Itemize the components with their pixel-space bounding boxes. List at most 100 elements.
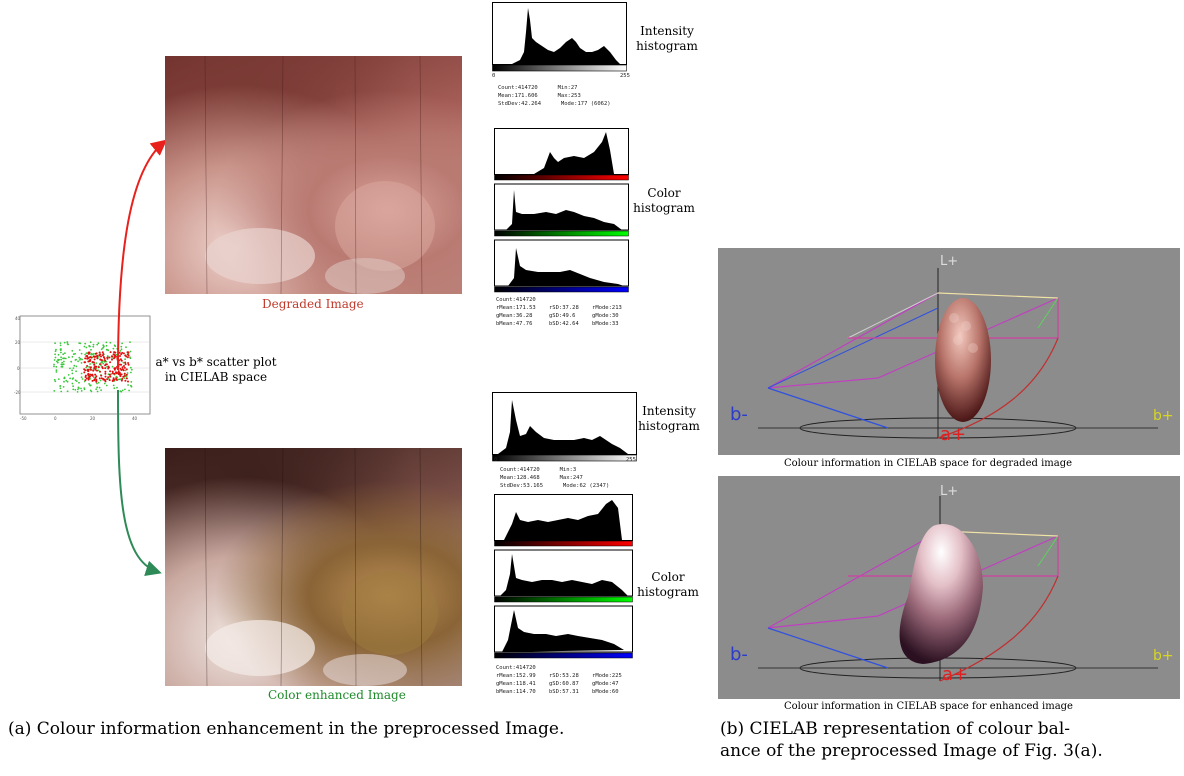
scatter-point-green: [67, 374, 70, 376]
scatter-point-green: [60, 351, 62, 354]
scatter-point-green: [111, 357, 113, 359]
scatter-point-green: [107, 349, 110, 352]
scatter-point-green: [105, 348, 108, 351]
scatter-point-red: [119, 355, 121, 357]
top-color-stats: Count:414720 rMean:171.53 rSD:37.28 rMod…: [496, 297, 622, 327]
scatter-point-green: [71, 369, 73, 372]
scatter-point-green: [61, 361, 64, 364]
scatter-point-green: [69, 377, 71, 380]
scatter-point-red: [113, 357, 115, 360]
degraded-axis-b-plus: b+: [1153, 408, 1174, 424]
scatter-point-red: [109, 351, 112, 354]
scatter-point-green: [59, 344, 62, 347]
top-intensity-label: Intensity histogram: [630, 24, 704, 54]
scatter-point-red: [85, 377, 88, 380]
degraded-axis-b-minus: b-: [730, 404, 748, 425]
scatter-point-green: [92, 345, 95, 348]
scatter-point-red: [122, 352, 125, 355]
scatter-point-red: [112, 379, 114, 382]
scatter-point-red: [87, 360, 90, 363]
scatter-point-red: [112, 353, 115, 356]
scatter-point-green: [69, 367, 71, 370]
scatter-point-green: [90, 390, 93, 393]
red-arrow: [117, 139, 168, 371]
scatter-point-green: [54, 356, 57, 359]
scatter-point-green: [78, 387, 80, 389]
scatter-point-green: [83, 345, 86, 348]
bottom-intensity-label-1: Intensity: [642, 404, 696, 418]
scatter-point-red: [93, 366, 96, 369]
top-intensity-label-2: histogram: [636, 39, 698, 53]
scatter-point-red: [94, 368, 97, 371]
degraded-image-caption: Degraded Image: [262, 297, 364, 311]
scatter-point-red: [106, 356, 109, 359]
bottom-intensity-label: Intensity histogram: [632, 404, 706, 434]
scatter-point-red: [84, 379, 87, 382]
svg-text:20: 20: [90, 416, 96, 421]
scatter-point-green: [73, 364, 76, 367]
scatter-point-green: [85, 366, 88, 369]
scatter-point-green: [54, 342, 56, 345]
scatter-point-red: [87, 373, 90, 376]
enhanced-axis-a-plus: a+: [942, 664, 969, 685]
scatter-point-green: [84, 353, 86, 356]
scatter-point-green: [71, 382, 74, 385]
scatter-point-red: [120, 379, 123, 382]
scatter-point-red: [104, 375, 107, 378]
scatter-point-red: [100, 374, 103, 377]
scatter-point-red: [108, 356, 111, 359]
subcaption-b: (b) CIELAB representation of colour bal-…: [720, 718, 1182, 762]
scatter-point-red: [104, 359, 107, 362]
scatter-point-green: [77, 388, 79, 391]
bottom-color-histograms: [494, 494, 634, 670]
scatter-point-green: [60, 356, 62, 359]
scatter-point-green: [88, 345, 91, 348]
scatter-point-red: [108, 373, 111, 376]
scatter-point-red: [87, 369, 89, 372]
scatter-point-red: [86, 357, 89, 360]
scatter-point-green: [122, 361, 125, 364]
scatter-point-red: [104, 380, 107, 383]
scatter-point-green: [112, 347, 115, 350]
scatter-point-green: [80, 390, 83, 392]
scatter-point-green: [72, 385, 74, 388]
scatter-point-green: [102, 362, 105, 365]
scatter-point-red: [83, 371, 86, 374]
scatter-point-green: [63, 341, 66, 344]
scatter-point-red: [124, 361, 127, 364]
subcaption-a: (a) Colour information enhancement in th…: [8, 719, 565, 739]
scatter-point-red: [125, 377, 128, 380]
scatter-point-green: [81, 378, 84, 380]
scatter-point-red: [92, 369, 95, 372]
scatter-point-green: [53, 363, 55, 366]
scatter-point-green: [63, 357, 66, 360]
scatter-point-green: [100, 389, 102, 392]
scatter-point-red: [94, 376, 97, 379]
scatter-point-green: [111, 365, 114, 368]
scatter-point-green: [119, 350, 122, 352]
scatter-point-red: [91, 361, 94, 363]
scatter-point-green: [78, 356, 81, 359]
svg-text:-50: -50: [20, 416, 27, 421]
top-hist-min: 0: [492, 73, 496, 79]
scatter-point-green: [124, 388, 126, 391]
scatter-point-red: [95, 352, 98, 355]
scatter-point-green: [84, 342, 87, 345]
scatter-point-red: [122, 375, 125, 378]
scatter-point-red: [121, 351, 124, 354]
scatter-point-green: [91, 353, 94, 356]
scatter-point-green: [57, 358, 59, 361]
scatter-point-green: [78, 349, 81, 351]
scatter-point-red: [99, 358, 102, 361]
scatter-point-green: [62, 363, 65, 366]
degraded-axis-L: L+: [940, 254, 959, 269]
scatter-point-green: [98, 386, 101, 389]
scatter-point-green: [121, 342, 123, 345]
scatter-point-green: [102, 344, 105, 346]
scatter-point-red: [117, 371, 119, 374]
scatter-point-green: [130, 371, 132, 374]
scatter-point-red: [89, 366, 92, 369]
scatter-point-red: [93, 363, 96, 366]
scatter-point-green: [60, 390, 63, 393]
scatter-point-green: [100, 364, 102, 367]
